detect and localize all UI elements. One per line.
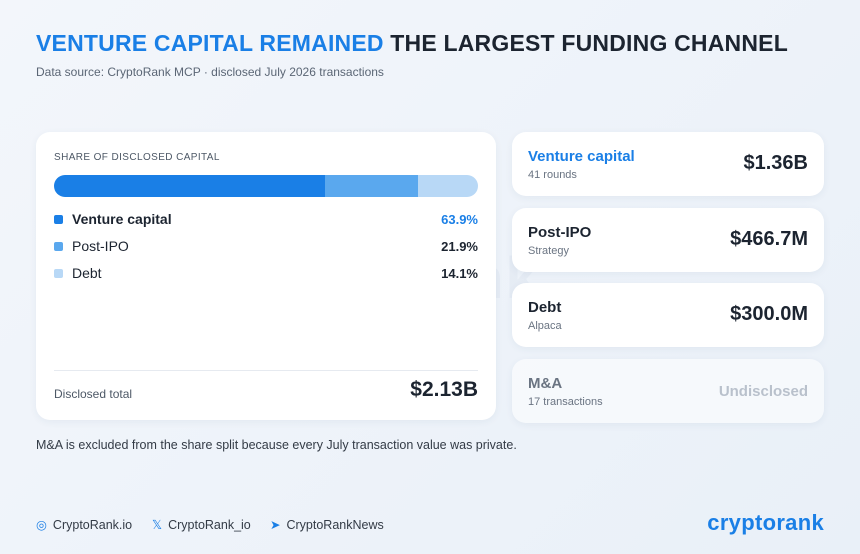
legend-swatch <box>54 268 63 278</box>
footer-link[interactable]: ➤ CryptoRankNews <box>270 517 384 532</box>
footer-text: CryptoRank.io <box>52 518 133 532</box>
note: M&A is excluded from the share split bec… <box>36 438 517 452</box>
share-value: 21.9% <box>441 238 478 254</box>
total-value: $2.13B <box>410 378 478 401</box>
subtitle: Data source: CryptoRank MCP · disclosed … <box>36 65 384 79</box>
share-value: 14.1% <box>441 265 478 281</box>
logo: cryptorank <box>707 510 824 535</box>
bar-segment <box>54 175 326 197</box>
amount-card: M&A 17 transactions Undisclosed <box>512 358 824 423</box>
stacked-bar <box>54 175 478 197</box>
card-name: Venture capital <box>528 148 635 165</box>
amount-card: Debt Alpaca $300.0M <box>512 283 824 347</box>
amount-card: Post-IPO Strategy $466.7M <box>512 207 824 272</box>
title-rest: THE LARGEST FUNDING CHANNEL <box>390 30 788 56</box>
legend-swatch <box>54 241 63 251</box>
title-highlight: VENTURE CAPITAL REMAINED <box>36 30 384 56</box>
share-value: 63.9% <box>441 211 478 227</box>
card-name: Debt <box>528 299 562 316</box>
legend-label: Post-IPO <box>72 238 129 254</box>
footer-link[interactable]: ◎ CryptoRank.io <box>36 517 132 532</box>
bar-segment <box>325 175 419 197</box>
card-name: M&A <box>528 374 563 392</box>
footer-icon: 𝕏 <box>152 518 163 532</box>
separator <box>54 370 478 371</box>
footer-icon: ◎ <box>36 518 47 532</box>
legend-row: Debt 14.1% <box>54 264 478 282</box>
footer-icon: ➤ <box>270 518 281 532</box>
card-detail: Strategy <box>528 244 569 257</box>
card-detail: 41 rounds <box>528 169 577 181</box>
card-amount: $300.0M <box>730 303 808 325</box>
footer-text: CryptoRankNews <box>286 518 384 532</box>
bar-segment <box>418 175 478 197</box>
legend-label: Venture capital <box>72 211 172 227</box>
footer-text: CryptoRank_io <box>168 518 251 532</box>
card-detail: Alpaca <box>528 320 562 332</box>
share-panel: SHARE OF DISCLOSED CAPITAL Disclosed tot… <box>36 132 496 420</box>
card-amount: $466.7M <box>730 227 808 250</box>
footer-link[interactable]: 𝕏 CryptoRank_io <box>152 517 251 532</box>
card-name: Post-IPO <box>528 223 592 241</box>
legend-row: Venture capital 63.9% <box>54 210 478 228</box>
legend-row: Post-IPO 21.9% <box>54 237 478 255</box>
total-label: Disclosed total <box>54 387 133 401</box>
panel-title: SHARE OF DISCLOSED CAPITAL <box>54 152 220 163</box>
amount-card: Venture capital 41 rounds $1.36B <box>512 132 824 196</box>
legend-swatch <box>54 214 63 224</box>
legend-label: Debt <box>72 265 102 281</box>
title: VENTURE CAPITAL REMAINED THE LARGEST FUN… <box>36 30 788 57</box>
card-amount: $1.36B <box>743 152 809 174</box>
card-amount: Undisclosed <box>718 382 808 400</box>
card-detail: 17 transactions <box>528 395 603 408</box>
